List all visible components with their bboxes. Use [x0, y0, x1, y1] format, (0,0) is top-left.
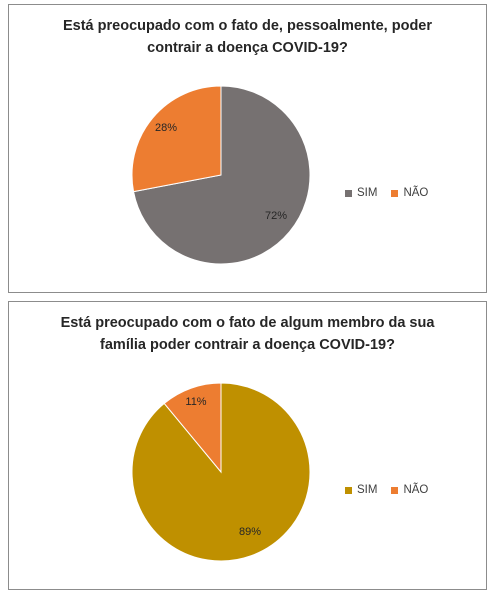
- data-label-nao: 28%: [155, 122, 177, 134]
- chart-title: Está preocupado com o fato de, pessoalme…: [62, 18, 433, 56]
- legend-label-nao: NÃO: [403, 187, 429, 199]
- pie-slice-sim: [132, 85, 311, 265]
- legend-label-sim: SIM: [357, 484, 378, 496]
- legend-item-nao: NÃO: [391, 484, 428, 496]
- chart-legend: SIM NÃO: [345, 484, 442, 496]
- chart-legend: SIM NÃO: [345, 187, 442, 199]
- pie-slice-nao: [131, 85, 222, 193]
- legend-item-sim: SIM: [345, 484, 377, 496]
- legend-swatch-nao: [391, 189, 399, 197]
- data-label-nao: 11%: [185, 396, 206, 408]
- legend-label-nao: NÃO: [403, 484, 429, 496]
- data-label-sim: 72%: [265, 210, 287, 222]
- chart-title: Está preocupado com o fato de algum memb…: [60, 315, 435, 353]
- data-label-sim: 89%: [239, 526, 261, 538]
- pie-slice-nao: [163, 382, 222, 474]
- legend-swatch-sim: [345, 189, 352, 197]
- legend-swatch-nao: [391, 486, 399, 494]
- legend-item-nao: NÃO: [391, 187, 428, 199]
- legend-label-sim: SIM: [357, 187, 378, 199]
- pie-chart: 89% 11%: [131, 382, 311, 562]
- legend-item-sim: SIM: [345, 187, 377, 199]
- legend-swatch-sim: [345, 486, 352, 494]
- chart-panel-family: Está preocupado com o fato de algum memb…: [8, 301, 487, 590]
- pie-chart: 72% 28%: [131, 85, 311, 265]
- chart-panel-personal: Está preocupado com o fato de, pessoalme…: [8, 4, 487, 293]
